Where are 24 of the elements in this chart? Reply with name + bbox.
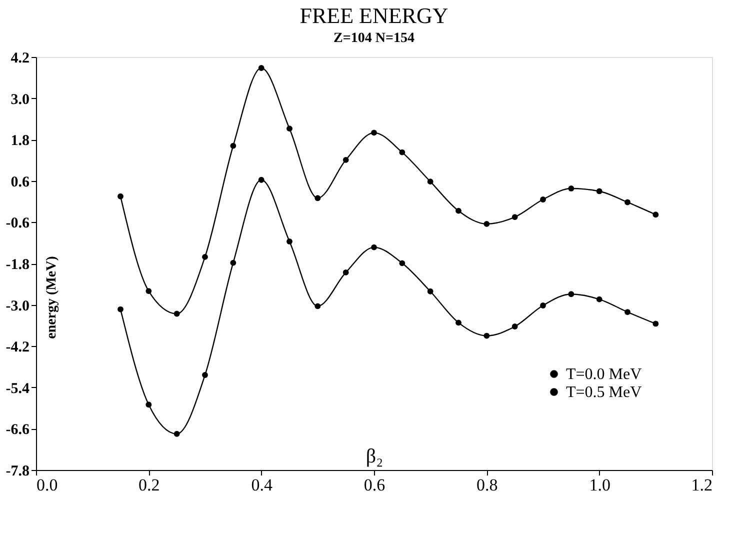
- legend-label: T=0.5 MeV: [566, 384, 642, 401]
- y-tick-label: -1.8: [6, 257, 30, 273]
- x-axis-title: β₂: [366, 446, 384, 468]
- x-tick-label: 0.0: [36, 476, 58, 494]
- y-tick-label: -4.2: [6, 340, 30, 356]
- y-tick-label: 3.0: [10, 92, 30, 108]
- y-axis-title: energy (MeV): [44, 256, 60, 339]
- chart-title: FREE ENERGY: [300, 3, 448, 28]
- x-tick-label: 0.2: [138, 476, 160, 494]
- y-tick-label: -5.4: [6, 380, 30, 397]
- y-tick-label: -7.8: [6, 464, 30, 480]
- x-tick-label: 0.8: [476, 476, 498, 494]
- x-tick-label: 0.6: [364, 476, 386, 494]
- x-tick-label: 1.2: [691, 476, 712, 494]
- x-tick-label: 0.4: [251, 476, 273, 494]
- x-tick-label: 1.0: [589, 476, 610, 494]
- y-tick-label: -0.6: [6, 216, 30, 232]
- y-tick-label: 4.2: [10, 50, 30, 66]
- y-tick-label: -3.0: [6, 298, 30, 314]
- y-tick-label: 0.6: [10, 174, 30, 190]
- legend-label: T=0.0 MeV: [566, 366, 642, 383]
- y-tick-label: 1.8: [10, 133, 30, 150]
- chart-subtitle: Z=104 N=154: [334, 31, 414, 46]
- y-tick-label: -6.6: [6, 422, 30, 438]
